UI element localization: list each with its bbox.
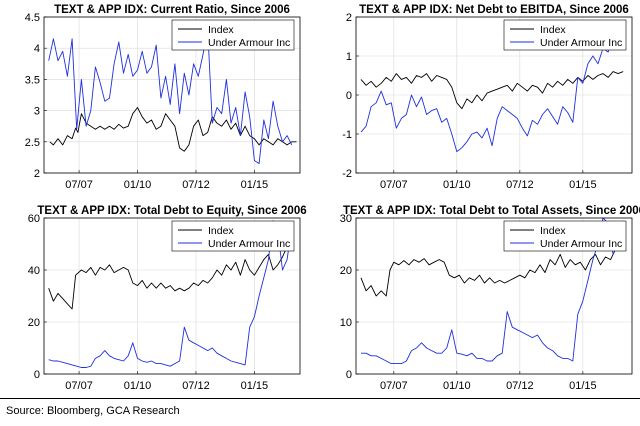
x-tick-label: 07/12 bbox=[506, 380, 534, 392]
y-tick-label: 3.5 bbox=[25, 74, 40, 86]
y-tick-label: 20 bbox=[340, 265, 352, 277]
legend-box bbox=[503, 220, 627, 252]
x-tick-label: 01/10 bbox=[443, 380, 471, 392]
y-tick-label: -1 bbox=[342, 129, 352, 141]
x-tick-label: 07/07 bbox=[380, 380, 408, 392]
y-tick-label: 4.5 bbox=[25, 12, 40, 24]
x-tick-label: 01/10 bbox=[443, 179, 471, 191]
x-tick-label: 01/15 bbox=[241, 179, 269, 191]
y-tick-label: 1 bbox=[346, 51, 352, 63]
chart-panel: 0 10 20 30 07/07 01/10 07/12 01/15 TEXT & APP ID… bbox=[340, 205, 640, 392]
y-tick-label: -2 bbox=[342, 168, 352, 180]
y-tick-label: 10 bbox=[340, 317, 352, 329]
chart-panel: 2 2.5 3 3.5 4 4.5 07/07 01/10 07/12 01/15 TEXT & A… bbox=[25, 4, 301, 191]
x-tick-label: 01/10 bbox=[124, 179, 152, 191]
x-tick-label: 07/12 bbox=[182, 179, 210, 191]
source-note: Source: Bloomberg, GCA Research bbox=[6, 405, 180, 417]
plot-border bbox=[43, 217, 301, 375]
x-tick-label: 07/12 bbox=[182, 380, 210, 392]
legend-label: Index bbox=[540, 225, 566, 237]
y-tick-label: 30 bbox=[340, 213, 352, 225]
y-tick-label: 2.5 bbox=[25, 137, 40, 149]
series-line bbox=[48, 243, 293, 310]
chart-title: TEXT & APP IDX: Net Debt to EBITDA, Sinc… bbox=[359, 4, 629, 16]
x-tick-label: 01/10 bbox=[124, 380, 152, 392]
x-tick-label: 07/07 bbox=[65, 179, 93, 191]
y-tick-label: 60 bbox=[28, 213, 40, 225]
series-line bbox=[48, 220, 293, 368]
y-tick-label: 2 bbox=[346, 12, 352, 24]
legend-box bbox=[503, 19, 627, 51]
plot-border bbox=[43, 16, 301, 174]
chart-title: TEXT & APP IDX: Current Ratio, Since 200… bbox=[54, 4, 290, 16]
x-tick-label: 07/07 bbox=[65, 380, 93, 392]
chart-panel: 0 20 40 60 07/07 01/10 07/12 01/15 TEXT & APP ID… bbox=[28, 205, 307, 392]
series-line bbox=[361, 217, 624, 365]
legend-label: Under Armour Inc bbox=[208, 238, 290, 250]
x-tick-label: 01/15 bbox=[569, 179, 597, 191]
legend-label: Index bbox=[208, 225, 234, 237]
chart-title: TEXT & APP IDX: Total Debt to Total Asse… bbox=[343, 205, 640, 217]
x-tick-label: 07/07 bbox=[380, 179, 408, 191]
plot-border bbox=[355, 16, 633, 174]
series-line bbox=[48, 29, 293, 165]
legend-label: Under Armour Inc bbox=[208, 37, 290, 49]
legend-box bbox=[171, 19, 295, 51]
legend-label: Under Armour Inc bbox=[540, 37, 622, 49]
y-tick-label: 0 bbox=[346, 369, 352, 381]
x-tick-label: 07/12 bbox=[506, 179, 534, 191]
legend-label: Under Armour Inc bbox=[540, 238, 622, 250]
legend-label: Index bbox=[208, 24, 234, 36]
plot-border bbox=[355, 217, 633, 375]
x-tick-label: 01/15 bbox=[241, 380, 269, 392]
series-line bbox=[360, 246, 626, 297]
y-tick-label: 2 bbox=[34, 168, 40, 180]
y-tick-label: 0 bbox=[346, 90, 352, 102]
y-tick-label: 3 bbox=[34, 106, 40, 118]
y-tick-label: 0 bbox=[34, 369, 40, 381]
y-tick-label: 20 bbox=[28, 317, 40, 329]
legend-label: Index bbox=[540, 24, 566, 36]
x-tick-label: 01/15 bbox=[569, 380, 597, 392]
legend-box bbox=[171, 220, 295, 252]
chart-title: TEXT & APP IDX: Total Debt to Equity, Si… bbox=[37, 205, 306, 217]
y-tick-label: 40 bbox=[28, 265, 40, 277]
source-divider bbox=[0, 398, 640, 399]
chart-panel: -2 -1 0 1 2 07/07 01/10 07/12 01/15 TEXT & APP ID… bbox=[342, 4, 633, 191]
chart-grid: 2 2.5 3 3.5 4 4.5 07/07 01/10 07/12 01/15 TEXT & A… bbox=[25, 4, 640, 392]
y-tick-label: 4 bbox=[34, 43, 40, 55]
series-line bbox=[360, 30, 624, 153]
